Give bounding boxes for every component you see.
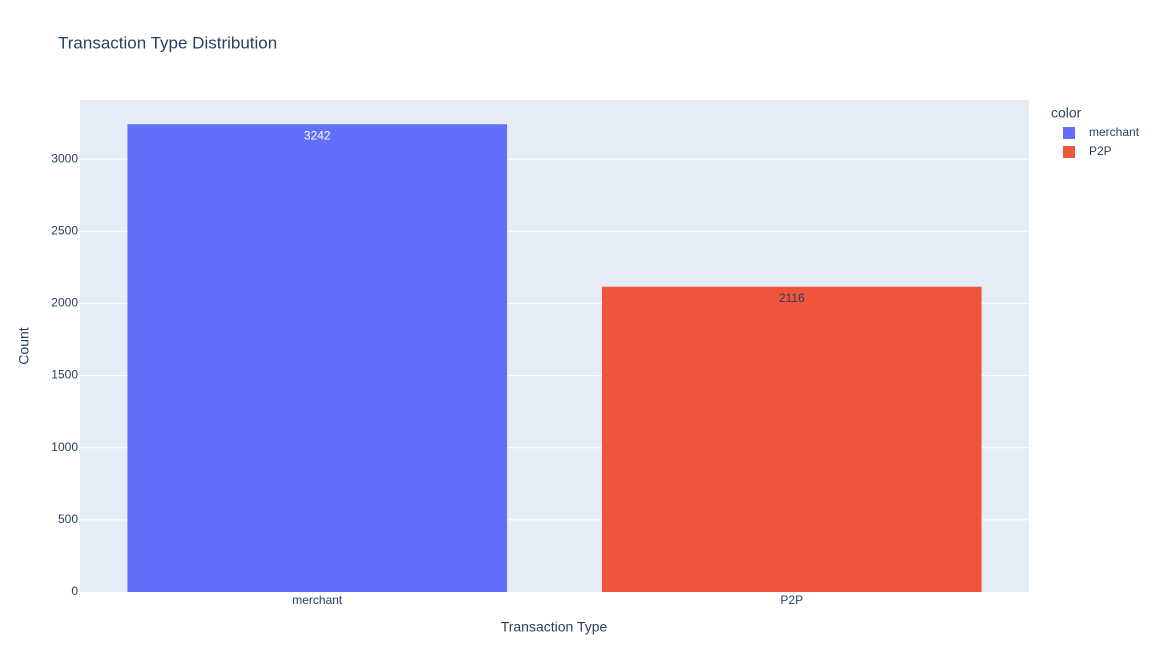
y-tick-label: 1500 <box>51 368 78 382</box>
legend-swatch <box>1063 127 1075 139</box>
y-tick-label: 2500 <box>51 223 78 237</box>
legend-swatch <box>1063 146 1075 158</box>
y-tick-label: 2000 <box>51 296 78 310</box>
x-axis-title: Transaction Type <box>501 619 608 635</box>
bar <box>601 286 982 592</box>
data-label: 2116 <box>779 291 805 305</box>
chart-title: Transaction Type Distribution <box>58 33 277 52</box>
y-tick-label: 1000 <box>51 440 78 454</box>
x-tick-label: merchant <box>292 593 343 607</box>
y-axis-title: Count <box>16 327 32 364</box>
data-label: 3242 <box>304 128 331 142</box>
y-tick-label: 3000 <box>51 151 78 165</box>
x-tick-label: P2P <box>780 593 803 607</box>
legend-label: merchant <box>1089 125 1140 139</box>
y-tick-label: 500 <box>58 512 78 526</box>
y-tick-label: 0 <box>71 584 78 598</box>
legend-title: color <box>1051 105 1082 121</box>
bar <box>127 124 508 593</box>
legend-label: P2P <box>1089 144 1112 158</box>
